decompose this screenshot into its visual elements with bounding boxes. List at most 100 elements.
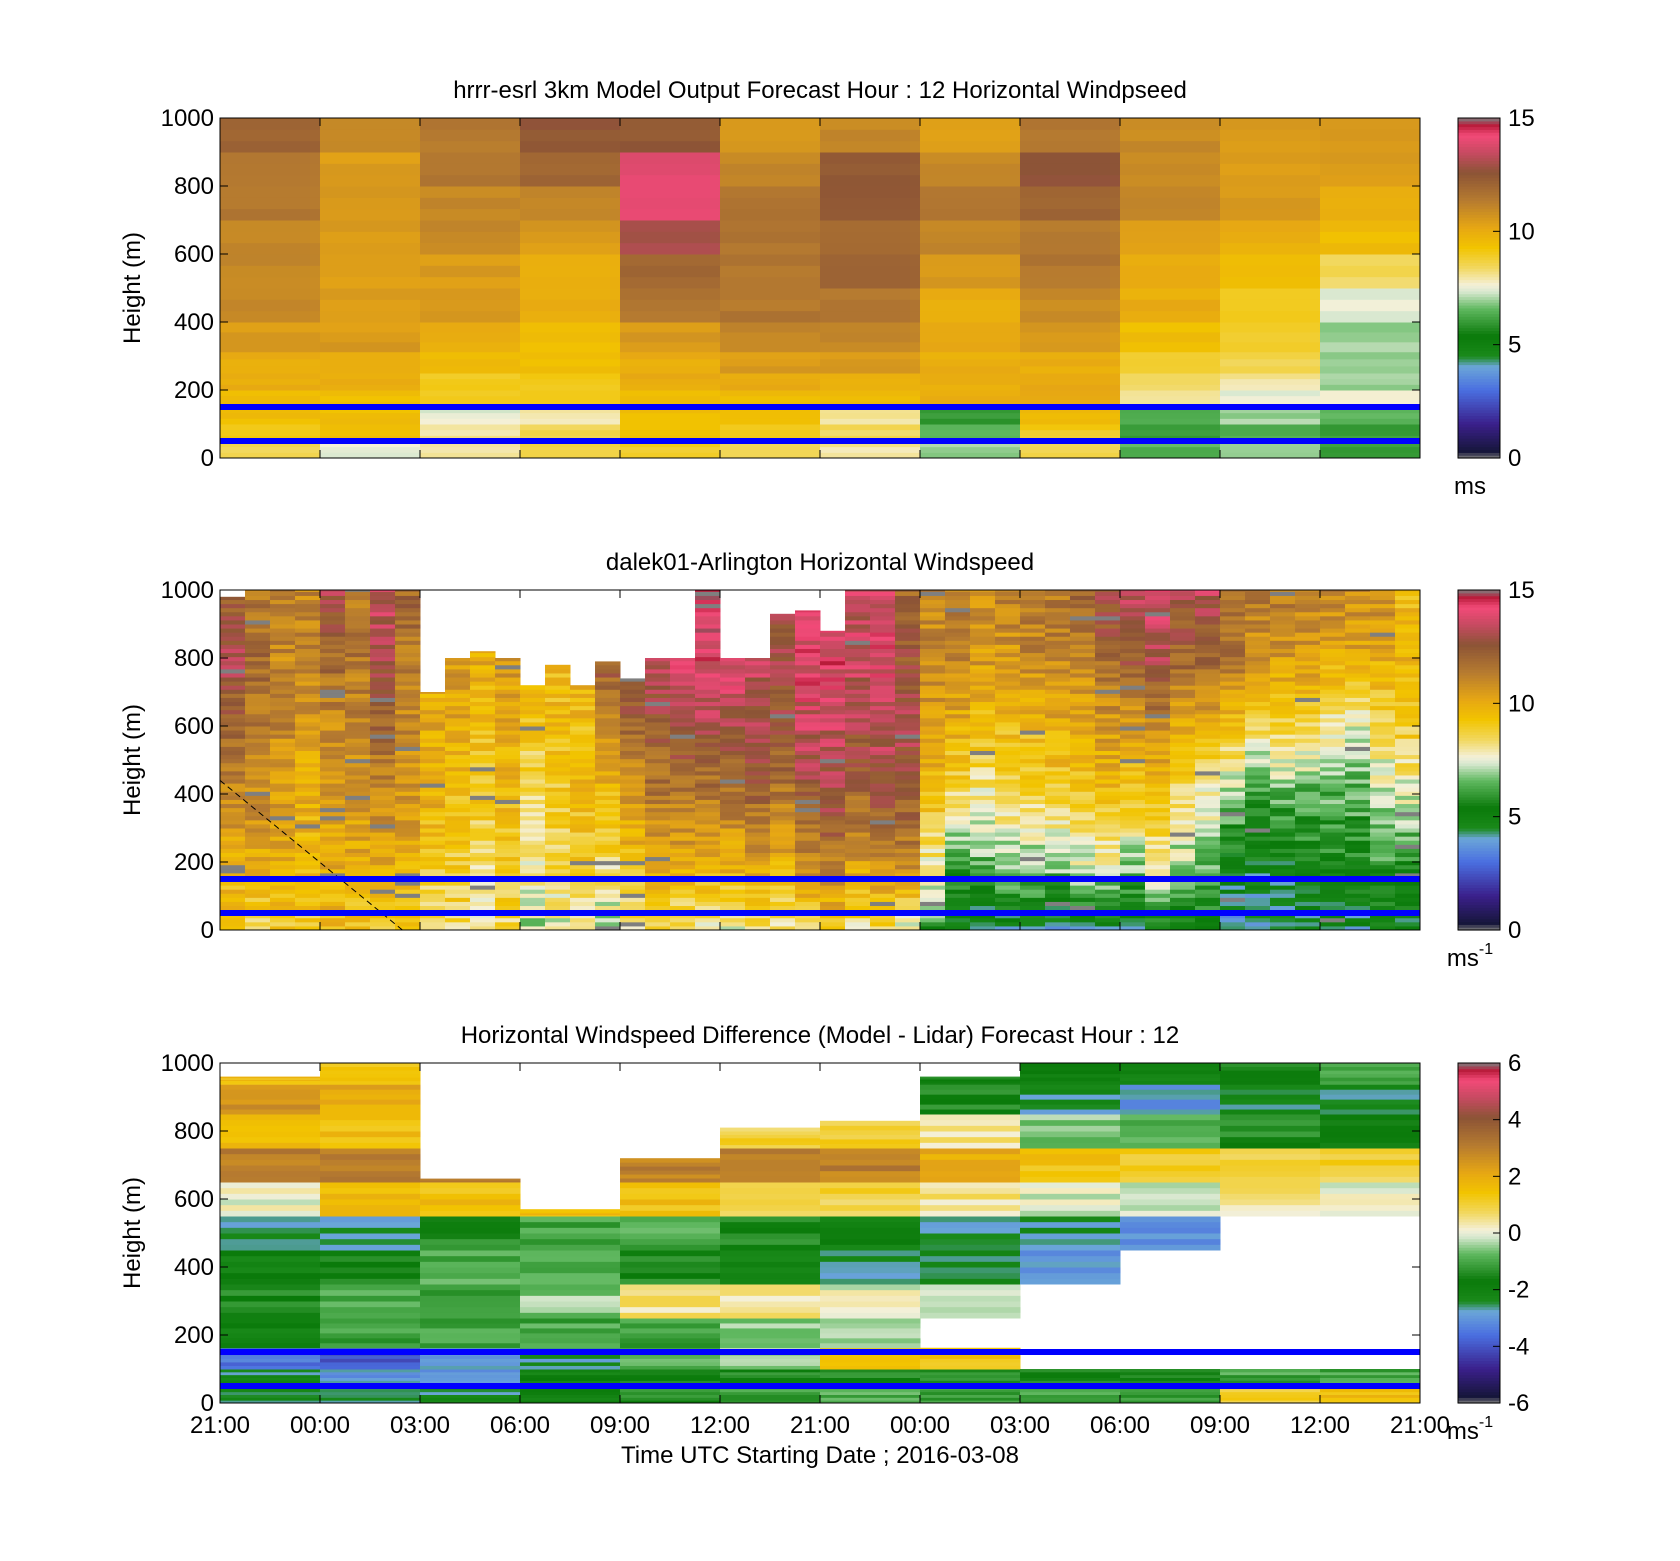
- heatmap-cell: [1295, 815, 1321, 821]
- heatmap-cell: [845, 632, 871, 637]
- heatmap-cell: [1245, 628, 1271, 633]
- heatmap-cell: [220, 860, 246, 866]
- heatmap-cell: [820, 186, 921, 198]
- heatmap-cell: [995, 652, 1021, 658]
- heatmap-cell: [1295, 607, 1321, 613]
- heatmap-cell: [1170, 844, 1196, 849]
- heatmap-cell: [320, 668, 346, 674]
- heatmap-cell: [1170, 721, 1196, 727]
- heatmap-cell: [1120, 640, 1146, 645]
- heatmap-cell: [1395, 652, 1421, 658]
- heatmap-cell: [1345, 868, 1371, 874]
- heatmap-cell: [720, 689, 746, 694]
- heatmap-cell: [320, 299, 421, 312]
- heatmap-cell: [695, 619, 721, 625]
- heatmap-cell: [220, 358, 321, 367]
- heatmap-cell: [620, 1199, 721, 1206]
- heatmap-cell: [1045, 828, 1071, 833]
- heatmap-cell: [470, 860, 496, 866]
- heatmap-cell: [395, 811, 421, 817]
- colorbar-segment: [1458, 441, 1500, 445]
- heatmap-cell: [1345, 864, 1371, 870]
- heatmap-cell: [320, 1380, 421, 1384]
- heatmap-cell: [770, 750, 796, 756]
- heatmap-cell: [220, 1142, 321, 1149]
- heatmap-cell: [1395, 905, 1421, 911]
- heatmap-cell: [470, 677, 496, 682]
- heatmap-cell: [995, 619, 1021, 625]
- heatmap-cell: [1245, 599, 1271, 605]
- heatmap-cell: [320, 1073, 421, 1078]
- heatmap-cell: [220, 1077, 321, 1080]
- heatmap-cell: [745, 734, 771, 739]
- heatmap-cell: [845, 791, 871, 796]
- heatmap-cell: [345, 599, 371, 605]
- heatmap-cell: [1095, 701, 1121, 707]
- heatmap-cell: [220, 1125, 321, 1132]
- heatmap-cell: [995, 783, 1021, 788]
- heatmap-cell: [370, 811, 396, 817]
- heatmap-cell: [820, 1369, 921, 1373]
- heatmap-cell: [1370, 603, 1396, 609]
- heatmap-cell: [770, 836, 796, 841]
- heatmap-cell: [345, 864, 371, 870]
- heatmap-cell: [895, 905, 921, 911]
- heatmap-cell: [545, 770, 571, 776]
- heatmap-cell: [795, 836, 821, 841]
- heatmap-cell: [995, 799, 1021, 805]
- heatmap-cell: [495, 815, 521, 821]
- heatmap-cell: [870, 856, 896, 862]
- heatmap-cell: [1020, 595, 1046, 601]
- heatmap-cell: [1270, 872, 1296, 878]
- heatmap-cell: [1295, 807, 1321, 813]
- heatmap-cell: [220, 815, 246, 821]
- heatmap-cell: [770, 787, 796, 792]
- heatmap-cell: [1220, 341, 1321, 353]
- heatmap-cell: [1370, 856, 1396, 862]
- heatmap-cell: [295, 701, 321, 707]
- heatmap-cell: [445, 709, 471, 715]
- heatmap-cell: [1145, 603, 1171, 609]
- heatmap-cell: [1245, 705, 1271, 711]
- heatmap-cell: [1370, 807, 1396, 813]
- heatmap-cell: [770, 693, 796, 698]
- heatmap-cell: [795, 811, 821, 817]
- heatmap-cell: [220, 1099, 321, 1105]
- heatmap-cell: [620, 1170, 721, 1175]
- heatmap-cell: [220, 640, 246, 645]
- heatmap-cell: [1295, 668, 1321, 674]
- heatmap-cell: [720, 265, 821, 278]
- heatmap-cell: [445, 852, 471, 858]
- heatmap-cell: [1020, 590, 1046, 592]
- heatmap-cell: [820, 921, 846, 927]
- heatmap-cell: [820, 664, 846, 670]
- heatmap-cell: [245, 917, 271, 923]
- heatmap-cell: [770, 640, 796, 645]
- heatmap-cell: [445, 901, 471, 907]
- colorbar-segment: [1458, 734, 1500, 738]
- heatmap-cell: [820, 1322, 921, 1329]
- heatmap-cell: [920, 672, 946, 678]
- heatmap-cell: [220, 1244, 321, 1251]
- heatmap-cell: [1020, 652, 1046, 658]
- heatmap-cell: [345, 677, 371, 682]
- heatmap-cell: [1320, 791, 1346, 796]
- heatmap-cell: [820, 832, 846, 837]
- heatmap-cell: [645, 811, 671, 817]
- heatmap-cell: [720, 799, 746, 805]
- heatmap-cell: [920, 905, 946, 911]
- heatmap-cell: [845, 644, 871, 649]
- heatmap-cell: [545, 885, 571, 890]
- heatmap-cell: [795, 738, 821, 743]
- heatmap-cell: [1195, 844, 1221, 849]
- heatmap-cell: [845, 832, 871, 837]
- colorbar-segment: [1458, 186, 1500, 190]
- heatmap-cell: [1020, 709, 1046, 715]
- heatmap-cell: [970, 664, 996, 670]
- heatmap-cell: [270, 730, 296, 735]
- heatmap-cell: [720, 730, 746, 735]
- heatmap-cell: [395, 644, 421, 649]
- heatmap-cell: [370, 615, 396, 621]
- heatmap-cell: [1370, 590, 1396, 592]
- heatmap-cell: [520, 446, 621, 453]
